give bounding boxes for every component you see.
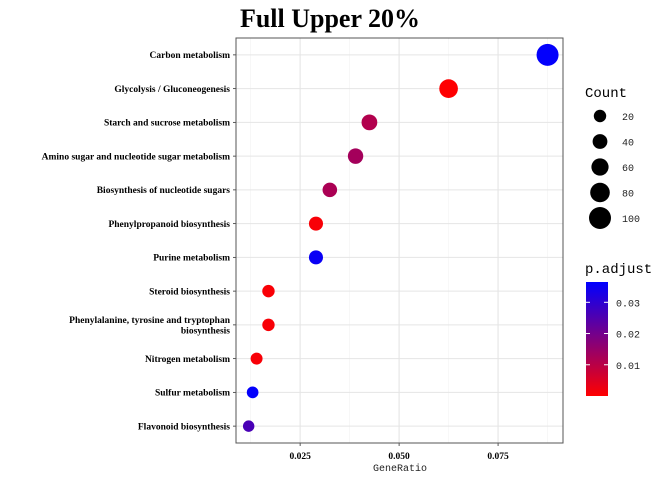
- y-tick-label: Steroid biosynthesis: [149, 287, 230, 297]
- y-tick-label: Amino sugar and nucleotide sugar metabol…: [42, 152, 230, 162]
- y-tick-label: Nitrogen metabolism: [145, 355, 230, 365]
- size-legend-title: Count: [585, 86, 627, 102]
- y-tick-label: Sulfur metabolism: [155, 389, 230, 399]
- y-tick-label: Purine metabolism: [153, 254, 230, 264]
- data-point: [322, 182, 338, 198]
- data-point: [347, 148, 364, 164]
- size-legend-label: 60: [622, 164, 634, 175]
- data-point: [536, 43, 559, 66]
- y-tick-label: Carbon metabolism: [150, 51, 231, 61]
- y-tick-label: Flavonoid biosynthesis: [138, 422, 230, 432]
- y-tick-label: Starch and sucrose metabolism: [104, 119, 230, 129]
- data-point: [262, 284, 275, 298]
- data-point: [439, 79, 458, 98]
- size-legend-key: [592, 134, 608, 149]
- y-tick-label: Glycolysis / Gluconeogenesis: [114, 85, 230, 95]
- color-legend-label: 0.01: [616, 362, 640, 373]
- x-tick-label: 0.050: [388, 452, 410, 462]
- data-point: [361, 114, 378, 131]
- plot-panel: Carbon metabolism Glycolysis / Gluconeoge…: [42, 37, 564, 462]
- data-point: [246, 386, 259, 399]
- data-point: [308, 216, 324, 231]
- color-legend-gradient: [586, 282, 608, 396]
- color-legend-bar: 0.03 0.02 0.01: [586, 282, 640, 396]
- size-legend-label: 40: [622, 139, 634, 150]
- color-legend-title: p.adjust: [585, 262, 652, 278]
- chart-title: Full Upper 20%: [240, 4, 420, 33]
- y-tick-label: Phenylpropanoid biosynthesis: [108, 220, 230, 230]
- size-legend-label: 20: [622, 113, 634, 124]
- data-point: [250, 352, 263, 365]
- data-point: [262, 318, 275, 332]
- color-legend-label: 0.03: [616, 299, 640, 310]
- y-tick-label: Phenylalanine, tyrosine and tryptophan bi…: [69, 316, 231, 337]
- data-point: [308, 250, 324, 265]
- y-tick-label: Biosynthesis of nucleotide sugars: [97, 186, 231, 196]
- color-legend-label: 0.02: [616, 331, 640, 342]
- x-tick-label: 0.025: [289, 452, 311, 462]
- size-legend-key: [589, 207, 611, 229]
- size-legend-label: 80: [622, 190, 634, 201]
- plot-border: [235, 37, 564, 444]
- size-legend-items: 20 40 60 80 100: [589, 109, 640, 229]
- legend: Count 20 40 60 80 100 p.adjust 0.03 0.02 0.01: [585, 86, 652, 396]
- x-axis-title: GeneRatio: [373, 463, 427, 475]
- data-point: [242, 420, 255, 432]
- x-tick-label: 0.075: [487, 452, 509, 462]
- size-legend-key: [590, 182, 610, 203]
- size-legend-label: 100: [622, 215, 640, 226]
- size-legend-key: [591, 158, 609, 176]
- size-legend-key: [593, 109, 607, 123]
